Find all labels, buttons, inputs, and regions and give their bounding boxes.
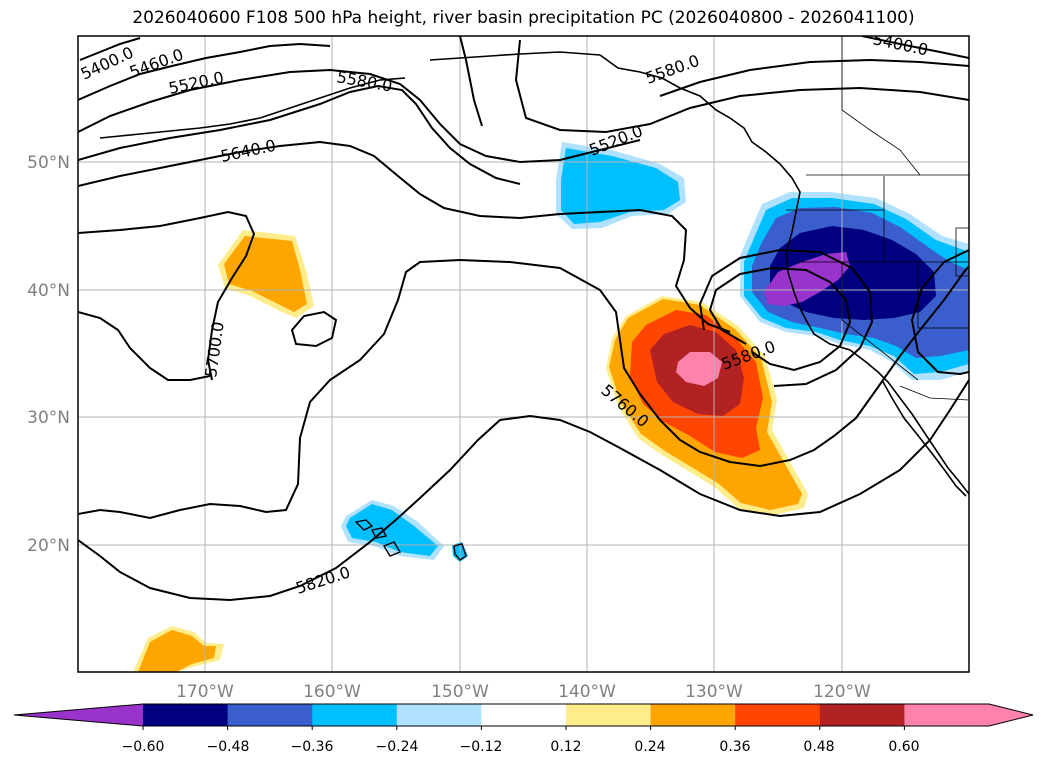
lon-tick-label: 120°W xyxy=(813,682,871,702)
contour-5460-low xyxy=(459,36,483,127)
colorbar-tick-label: −0.24 xyxy=(376,739,419,755)
coastline-aleutians xyxy=(99,77,406,139)
pc-negative-area xyxy=(561,148,680,224)
contour-5460 xyxy=(78,42,331,101)
colorbar-tick-label: 0.36 xyxy=(719,739,750,755)
border-states xyxy=(955,227,969,277)
island-hawaii xyxy=(453,543,467,561)
lat-labels: 50°N 40°N 30°N 20°N xyxy=(27,153,70,556)
colorbar-tick-label: −0.60 xyxy=(122,739,165,755)
colorbar-tick-label: 0.48 xyxy=(803,739,834,755)
colorbar-tick-label: 0.60 xyxy=(888,739,919,755)
island-hawaii xyxy=(354,519,374,531)
island-hawaii xyxy=(382,541,402,557)
pc-positive-area xyxy=(676,352,722,386)
coastline-baja xyxy=(881,379,967,497)
contour-5400-east xyxy=(861,36,969,59)
contour-5520 xyxy=(78,68,641,164)
state-borders xyxy=(786,36,969,401)
contour-5580 xyxy=(78,84,521,185)
colorbar-cell xyxy=(904,704,990,726)
colorbar-cell xyxy=(396,704,482,726)
contour-5700b xyxy=(78,311,211,381)
contour-5700-low xyxy=(698,248,874,387)
contour-5520-low xyxy=(514,39,969,134)
contour-5640-low xyxy=(708,266,852,372)
colorbar-tick-label: −0.48 xyxy=(207,739,250,755)
border-canada-provinces xyxy=(841,36,921,176)
contour-right-low xyxy=(910,249,969,376)
colorbar-tick-label: −0.36 xyxy=(291,739,334,755)
contour-5640 xyxy=(78,140,731,333)
border-states xyxy=(841,262,919,381)
map-body: 5400.0 5460.0 5520.0 5580.0 5640.0 5700.… xyxy=(78,36,969,672)
colorbar: −0.60 −0.48 −0.36 −0.24 −0.12 0.12 0.24 … xyxy=(13,703,1034,755)
precipitation-shading xyxy=(133,142,969,672)
pc-negative-area xyxy=(764,252,850,306)
islands xyxy=(354,519,467,561)
lat-tick-label: 40°N xyxy=(27,281,70,301)
pc-positive-area xyxy=(138,630,216,672)
colorbar-tick-label: 0.24 xyxy=(634,739,665,755)
lon-tick-label: 150°W xyxy=(431,682,489,702)
colorbar-tick-label: 0.12 xyxy=(550,739,581,755)
contour-5760 xyxy=(78,258,969,520)
colorbar-cell xyxy=(819,704,905,726)
lon-tick-label: 130°W xyxy=(685,682,743,702)
lat-tick-label: 20°N xyxy=(27,536,70,556)
border-states xyxy=(786,209,969,263)
height-contours xyxy=(78,36,969,602)
colorbar-extend-min xyxy=(14,704,143,726)
colorbar-cell xyxy=(566,704,652,726)
contour-5400 xyxy=(79,37,141,61)
coastlines xyxy=(99,51,969,497)
map-title: 2026040600 F108 500 hPa height, river ba… xyxy=(132,8,915,28)
colorbar-cell xyxy=(481,704,567,726)
lat-tick-label: 30°N xyxy=(27,408,70,428)
pc-positive-area xyxy=(224,236,307,312)
contour-5700 xyxy=(78,210,256,381)
border-states xyxy=(917,262,969,329)
coastline-alaska xyxy=(429,51,601,61)
contour-5700-closed xyxy=(290,310,338,348)
colorbar-cell xyxy=(227,704,313,726)
colorbar-tick-label: −0.12 xyxy=(460,739,503,755)
pc-negative-area xyxy=(346,504,438,556)
colorbar-cell xyxy=(312,704,398,726)
lat-tick-label: 50°N xyxy=(27,153,70,173)
lon-tick-label: 140°W xyxy=(558,682,616,702)
colorbar-cell xyxy=(650,704,736,726)
island-hawaii xyxy=(370,527,388,539)
contour-5820 xyxy=(78,379,969,602)
colorbar-ticks: −0.60 −0.48 −0.36 −0.24 −0.12 0.12 0.24 … xyxy=(122,739,920,755)
lon-tick-label: 170°W xyxy=(176,682,234,702)
lon-labels: 170°W 160°W 150°W 140°W 130°W 120°W xyxy=(176,682,871,702)
colorbar-extend-max xyxy=(989,704,1033,726)
colorbar-cell xyxy=(735,704,821,726)
contour-5580-low xyxy=(659,58,969,97)
colorbar-cells xyxy=(13,703,1034,730)
map-frame xyxy=(77,35,970,673)
colorbar-cell xyxy=(143,704,229,726)
lon-tick-label: 160°W xyxy=(303,682,361,702)
